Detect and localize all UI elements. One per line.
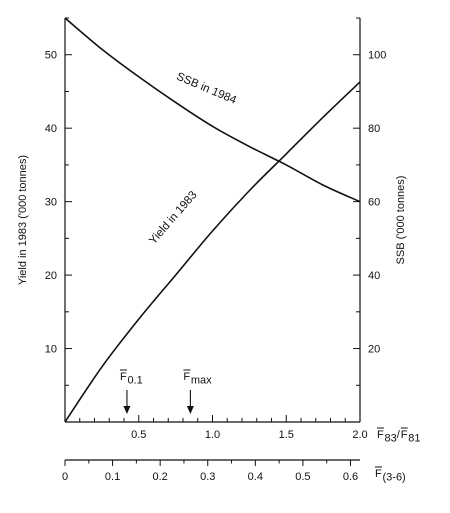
x-title-slash: / [397,429,401,441]
f01-annotation-main: F [120,371,127,383]
y-left-tick-label: 50 [45,50,57,62]
x2-tick-label: 0.1 [105,471,120,483]
yield-1983-curve [64,81,361,423]
y-left-tick-label: 20 [45,270,57,282]
x-title-sub-1: 83 [385,433,397,445]
y-left-title: Yield in 1983 ('000 tonnes) [17,155,29,285]
x2-axis-title: F (3-6) [375,466,406,484]
f01-annotation-arrowhead [123,406,131,414]
x-title-f2: F [401,429,408,441]
fmax-annotation-arrowhead [186,406,194,414]
y-left-tick-label: 30 [45,197,57,209]
ssb-1984-label: SSB in 1984 [175,71,239,107]
fmax-annotation-subscript: max [191,375,212,387]
x2-tick-label: 0.2 [153,471,168,483]
y-right-tick-label: 40 [368,270,380,282]
y-right-tick-label: 20 [368,344,380,356]
x-title-f1: F [377,429,384,441]
x-tick-label: 2.0 [352,429,367,441]
x2-tick-label: 0.4 [248,471,263,483]
f01-annotation: F 0.1 [119,369,143,387]
y-right-tick-label: 100 [368,50,386,62]
x2-axis-title-main: F [375,468,382,480]
f01-annotation-subscript: 0.1 [127,375,142,387]
x2-tick-label: 0.3 [200,471,215,483]
y-right-title: SSB ('000 tonnes) [395,176,407,265]
x2-tick-label: 0.5 [295,471,310,483]
x-axis-title: F 83 / F 81 [377,427,421,445]
ssb-1984-curve [64,17,361,203]
x-tick-label: 0.5 [131,429,146,441]
y-left-tick-label: 10 [45,344,57,356]
x-tick-label: 1.0 [205,429,220,441]
tick-marks [64,17,361,466]
x-title-sub-2: 81 [408,433,420,445]
x-tick-label: 1.5 [279,429,294,441]
y-right-tick-label: 80 [368,123,380,135]
axis-titles: Yield in 1983 ('000 tonnes) SSB ('000 ton… [17,155,421,484]
y-right-tick-label: 60 [368,197,380,209]
curves: Yield in 1983 SSB in 1984 [64,17,361,423]
x2-tick-label: 0 [62,471,68,483]
fmax-annotation-main: F [183,371,190,383]
tick-labels: 0.5 1.0 1.5 2.0 0 0.1 0.2 0.3 0.4 0.5 0.6 10 20 30 40 5… [45,50,387,483]
x2-axis-title-subscript: (3-6) [383,472,406,484]
yield-1983-label: Yield in 1983 [147,189,199,247]
y-left-tick-label: 40 [45,123,57,135]
x2-tick-label: 0.6 [343,471,358,483]
